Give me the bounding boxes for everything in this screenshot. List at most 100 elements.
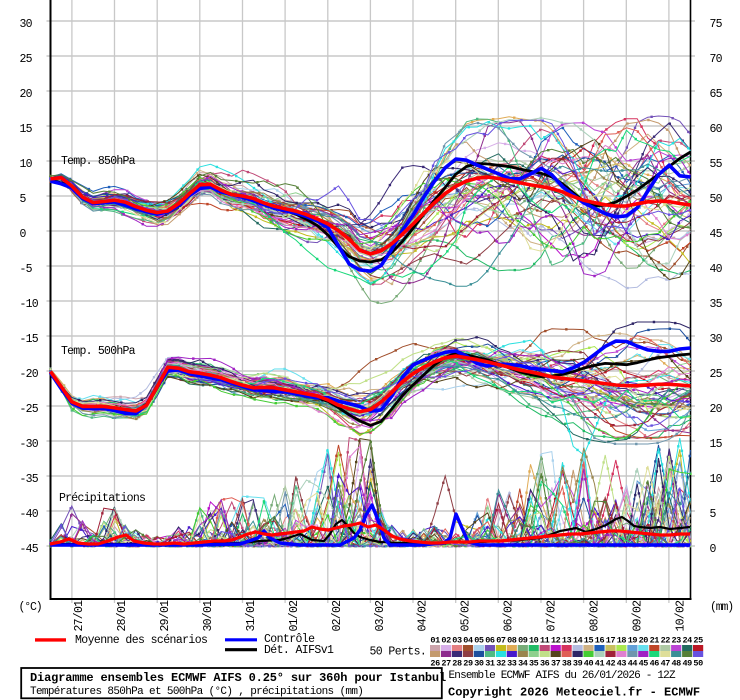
svg-text:20: 20	[20, 88, 33, 101]
svg-text:30: 30	[20, 18, 33, 31]
svg-text:03: 03	[452, 636, 462, 646]
svg-text:47: 47	[661, 658, 671, 668]
svg-text:18: 18	[617, 636, 627, 646]
svg-text:15: 15	[710, 438, 723, 451]
svg-text:Diagramme ensembles ECMWF AIFS: Diagramme ensembles ECMWF AIFS 0.25° sur…	[30, 671, 446, 685]
svg-text:-30: -30	[20, 438, 39, 451]
svg-text:15: 15	[584, 636, 594, 646]
svg-text:25: 25	[710, 368, 723, 381]
svg-text:10/02: 10/02	[675, 600, 688, 632]
svg-text:25: 25	[693, 636, 703, 646]
svg-text:Contrôle: Contrôle	[264, 633, 315, 646]
svg-text:33: 33	[507, 658, 517, 668]
svg-text:10: 10	[20, 158, 33, 171]
svg-text:55: 55	[710, 158, 723, 171]
svg-text:12: 12	[551, 636, 561, 646]
svg-text:-5: -5	[20, 263, 33, 276]
svg-text:01/02: 01/02	[288, 600, 301, 632]
svg-text:40: 40	[584, 658, 594, 668]
svg-text:42: 42	[606, 658, 616, 668]
svg-text:20: 20	[639, 636, 649, 646]
svg-text:15: 15	[20, 123, 33, 136]
svg-text:28/01: 28/01	[116, 600, 129, 632]
svg-text:26: 26	[430, 658, 440, 668]
svg-text:34: 34	[518, 658, 528, 668]
svg-text:44: 44	[628, 658, 638, 668]
svg-text:43: 43	[617, 658, 627, 668]
svg-text:45: 45	[639, 658, 649, 668]
svg-text:50 Perts.: 50 Perts.	[370, 646, 427, 659]
svg-text:37: 37	[551, 658, 561, 668]
svg-text:50: 50	[693, 658, 703, 668]
svg-text:06: 06	[485, 636, 495, 646]
svg-text:48: 48	[671, 658, 681, 668]
svg-text:11: 11	[540, 636, 550, 646]
svg-text:14: 14	[573, 636, 583, 646]
svg-text:31/01: 31/01	[245, 600, 258, 632]
svg-text:23: 23	[671, 636, 681, 646]
svg-text:30: 30	[710, 333, 723, 346]
svg-text:30/01: 30/01	[202, 600, 215, 632]
svg-text:Ensemble ECMWF AIFS du 26/01/2: Ensemble ECMWF AIFS du 26/01/2026 - 12Z	[449, 670, 676, 682]
svg-text:27/01: 27/01	[73, 600, 86, 632]
svg-text:Dét. AIFSv1: Dét. AIFSv1	[264, 644, 334, 657]
svg-text:16: 16	[595, 636, 605, 646]
svg-text:49: 49	[682, 658, 692, 668]
svg-text:40: 40	[710, 263, 723, 276]
svg-text:08/02: 08/02	[589, 600, 602, 632]
svg-text:45: 45	[710, 228, 723, 241]
svg-text:Temp. 850hPa: Temp. 850hPa	[61, 155, 136, 168]
svg-text:05/02: 05/02	[460, 600, 473, 632]
svg-text:20: 20	[710, 403, 723, 416]
svg-text:09: 09	[518, 636, 528, 646]
svg-text:17: 17	[606, 636, 616, 646]
svg-text:Moyenne des scénarios: Moyenne des scénarios	[75, 634, 207, 647]
svg-text:Copyright 2026 Meteociel.fr -: Copyright 2026 Meteociel.fr - ECMWF	[448, 686, 700, 700]
svg-text:39: 39	[573, 658, 583, 668]
svg-text:0: 0	[710, 543, 717, 556]
svg-text:Températures 850hPa et 500hPa: Températures 850hPa et 500hPa (°C) , pré…	[30, 686, 363, 698]
svg-text:5: 5	[20, 193, 27, 206]
svg-text:07: 07	[496, 636, 506, 646]
svg-text:35: 35	[710, 298, 723, 311]
svg-text:5: 5	[710, 508, 717, 521]
svg-text:02: 02	[441, 636, 451, 646]
svg-text:46: 46	[650, 658, 660, 668]
svg-text:(°C): (°C)	[19, 601, 42, 614]
svg-text:21: 21	[650, 636, 660, 646]
svg-text:0: 0	[20, 228, 27, 241]
svg-text:41: 41	[595, 658, 605, 668]
svg-text:29: 29	[463, 658, 473, 668]
svg-text:-45: -45	[20, 543, 39, 556]
svg-text:-10: -10	[20, 298, 39, 311]
svg-text:07/02: 07/02	[546, 600, 559, 632]
svg-text:01: 01	[430, 636, 440, 646]
svg-text:-20: -20	[20, 368, 39, 381]
svg-text:Précipitations: Précipitations	[59, 492, 145, 505]
svg-text:60: 60	[710, 123, 723, 136]
svg-text:28: 28	[452, 658, 462, 668]
svg-text:32: 32	[496, 658, 506, 668]
svg-text:08: 08	[507, 636, 517, 646]
svg-text:25: 25	[20, 53, 33, 66]
svg-text:10: 10	[710, 473, 723, 486]
svg-text:-15: -15	[20, 333, 39, 346]
svg-text:31: 31	[485, 658, 495, 668]
svg-text:13: 13	[562, 636, 572, 646]
svg-text:75: 75	[710, 18, 723, 31]
svg-text:(mm): (mm)	[710, 601, 733, 614]
svg-text:70: 70	[710, 53, 723, 66]
svg-text:35: 35	[529, 658, 539, 668]
svg-text:36: 36	[540, 658, 550, 668]
svg-text:10: 10	[529, 636, 539, 646]
svg-text:03/02: 03/02	[374, 600, 387, 632]
svg-text:-35: -35	[20, 473, 39, 486]
svg-text:04: 04	[463, 636, 473, 646]
svg-text:05: 05	[474, 636, 484, 646]
svg-text:30: 30	[474, 658, 484, 668]
svg-text:22: 22	[661, 636, 671, 646]
svg-text:50: 50	[710, 193, 723, 206]
svg-text:09/02: 09/02	[632, 600, 645, 632]
svg-text:-40: -40	[20, 508, 39, 521]
svg-text:19: 19	[628, 636, 638, 646]
